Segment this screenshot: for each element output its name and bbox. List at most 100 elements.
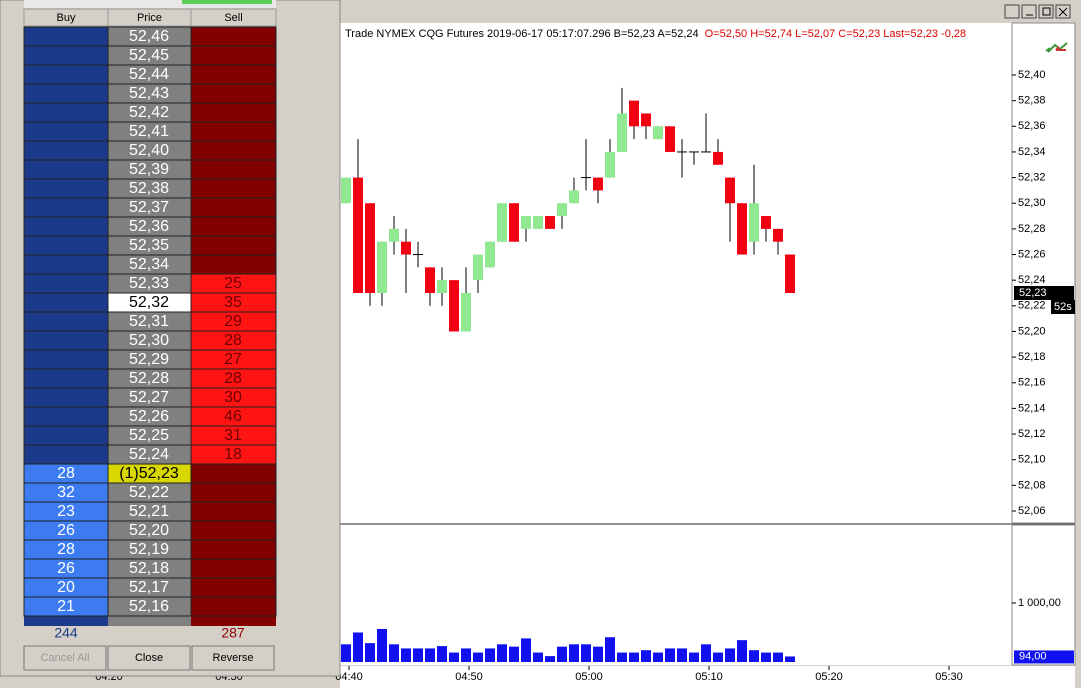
buy-cell[interactable] <box>23 292 109 313</box>
buy-cell[interactable] <box>23 387 109 408</box>
buy-cell[interactable] <box>23 121 109 142</box>
buy-cell[interactable] <box>23 444 109 465</box>
price: (1)52,23 <box>119 465 179 482</box>
partial-cell <box>191 616 276 626</box>
price: 52,27 <box>129 389 169 406</box>
buy-size: 20 <box>57 579 75 596</box>
buy-cell[interactable] <box>23 159 109 180</box>
minimize-button[interactable] <box>1021 4 1037 19</box>
volume-bar <box>557 646 567 662</box>
button-label[interactable]: Close <box>135 652 163 664</box>
sell-cell[interactable] <box>190 159 277 180</box>
sell-cell[interactable] <box>190 520 277 541</box>
volume-bar <box>545 656 555 662</box>
countdown: 52s <box>1054 301 1072 313</box>
volume-bar <box>773 652 783 662</box>
buy-cell[interactable] <box>23 83 109 104</box>
column-header[interactable]: Buy <box>57 12 76 24</box>
buy-cell[interactable] <box>23 216 109 237</box>
sell-cell[interactable] <box>190 539 277 560</box>
last-volume-label: 94,00 <box>1019 650 1047 662</box>
price: 52,26 <box>129 408 169 425</box>
sell-cell[interactable] <box>190 64 277 85</box>
button-label: Cancel All <box>41 652 90 664</box>
candle-body <box>449 280 459 332</box>
volume-bar <box>353 632 363 662</box>
buy-cell[interactable] <box>23 330 109 351</box>
buy-cell[interactable] <box>23 197 109 218</box>
sell-cell[interactable] <box>190 102 277 123</box>
window-button[interactable] <box>1004 4 1020 19</box>
sell-cell[interactable] <box>190 254 277 275</box>
sell-cell[interactable] <box>190 596 277 617</box>
candle-body <box>665 126 675 152</box>
column-header[interactable]: Price <box>137 12 162 24</box>
price: 52,31 <box>129 313 169 330</box>
volume-bar <box>461 648 471 662</box>
sell-cell[interactable] <box>190 178 277 199</box>
sell-total: 287 <box>221 625 245 641</box>
candle-body <box>737 203 747 255</box>
sell-cell[interactable] <box>190 501 277 522</box>
button-label[interactable]: Reverse <box>213 652 254 664</box>
buy-cell[interactable] <box>23 311 109 332</box>
price-tick-label: 52,10 <box>1018 454 1046 466</box>
sell-cell[interactable] <box>190 558 277 579</box>
buy-cell[interactable] <box>23 406 109 427</box>
price: 52,34 <box>129 256 169 273</box>
buy-cell[interactable] <box>23 64 109 85</box>
volume-bar <box>713 652 723 662</box>
button[interactable] <box>107 645 191 671</box>
price-tick-label: 52,38 <box>1018 95 1046 107</box>
column-header-bg <box>190 8 277 27</box>
sell-cell[interactable] <box>190 121 277 142</box>
sell-cell[interactable] <box>190 577 277 598</box>
volume-bar <box>629 652 639 662</box>
sell-cell[interactable] <box>190 83 277 104</box>
chart-icon[interactable] <box>1045 42 1068 53</box>
candle-body <box>485 241 495 268</box>
buy-cell[interactable] <box>23 254 109 275</box>
buy-cell[interactable] <box>23 45 109 66</box>
volume-bar <box>665 648 675 662</box>
volume-bar <box>437 646 447 662</box>
candle-body <box>773 228 783 242</box>
volume-axis <box>1011 524 1076 666</box>
time-label: 04:40 <box>335 671 363 683</box>
candle-body <box>653 126 663 140</box>
buy-cell[interactable] <box>23 26 109 47</box>
buy-cell[interactable] <box>23 349 109 370</box>
sell-cell[interactable] <box>190 197 277 218</box>
volume-bar <box>737 640 747 662</box>
maximize-button[interactable] <box>1038 4 1054 19</box>
sell-cell[interactable] <box>190 463 277 484</box>
buy-cell[interactable] <box>23 273 109 294</box>
button[interactable] <box>23 645 107 671</box>
price: 52,19 <box>129 541 169 558</box>
candle-body <box>509 203 519 242</box>
sell-cell[interactable] <box>190 140 277 161</box>
candle-body <box>629 100 639 127</box>
buy-cell[interactable] <box>23 102 109 123</box>
price: 52,40 <box>129 142 169 159</box>
button[interactable] <box>191 645 275 671</box>
price-tick-label: 52,16 <box>1018 377 1046 389</box>
column-header[interactable]: Sell <box>224 12 242 24</box>
price-tick-label: 52,30 <box>1018 197 1046 209</box>
buy-cell[interactable] <box>23 235 109 256</box>
buy-cell[interactable] <box>23 140 109 161</box>
sell-size: 30 <box>224 389 242 406</box>
buy-size: 21 <box>57 598 75 615</box>
sell-cell[interactable] <box>190 235 277 256</box>
sell-cell[interactable] <box>190 216 277 237</box>
volume-bar <box>677 648 687 662</box>
buy-cell[interactable] <box>23 368 109 389</box>
price: 52,41 <box>129 123 169 140</box>
buy-cell[interactable] <box>23 425 109 446</box>
sell-cell[interactable] <box>190 45 277 66</box>
sell-cell[interactable] <box>190 26 277 47</box>
sell-cell[interactable] <box>190 482 277 503</box>
last-price-marker <box>1014 286 1074 300</box>
buy-cell[interactable] <box>23 178 109 199</box>
time-label: 05:30 <box>935 671 963 683</box>
